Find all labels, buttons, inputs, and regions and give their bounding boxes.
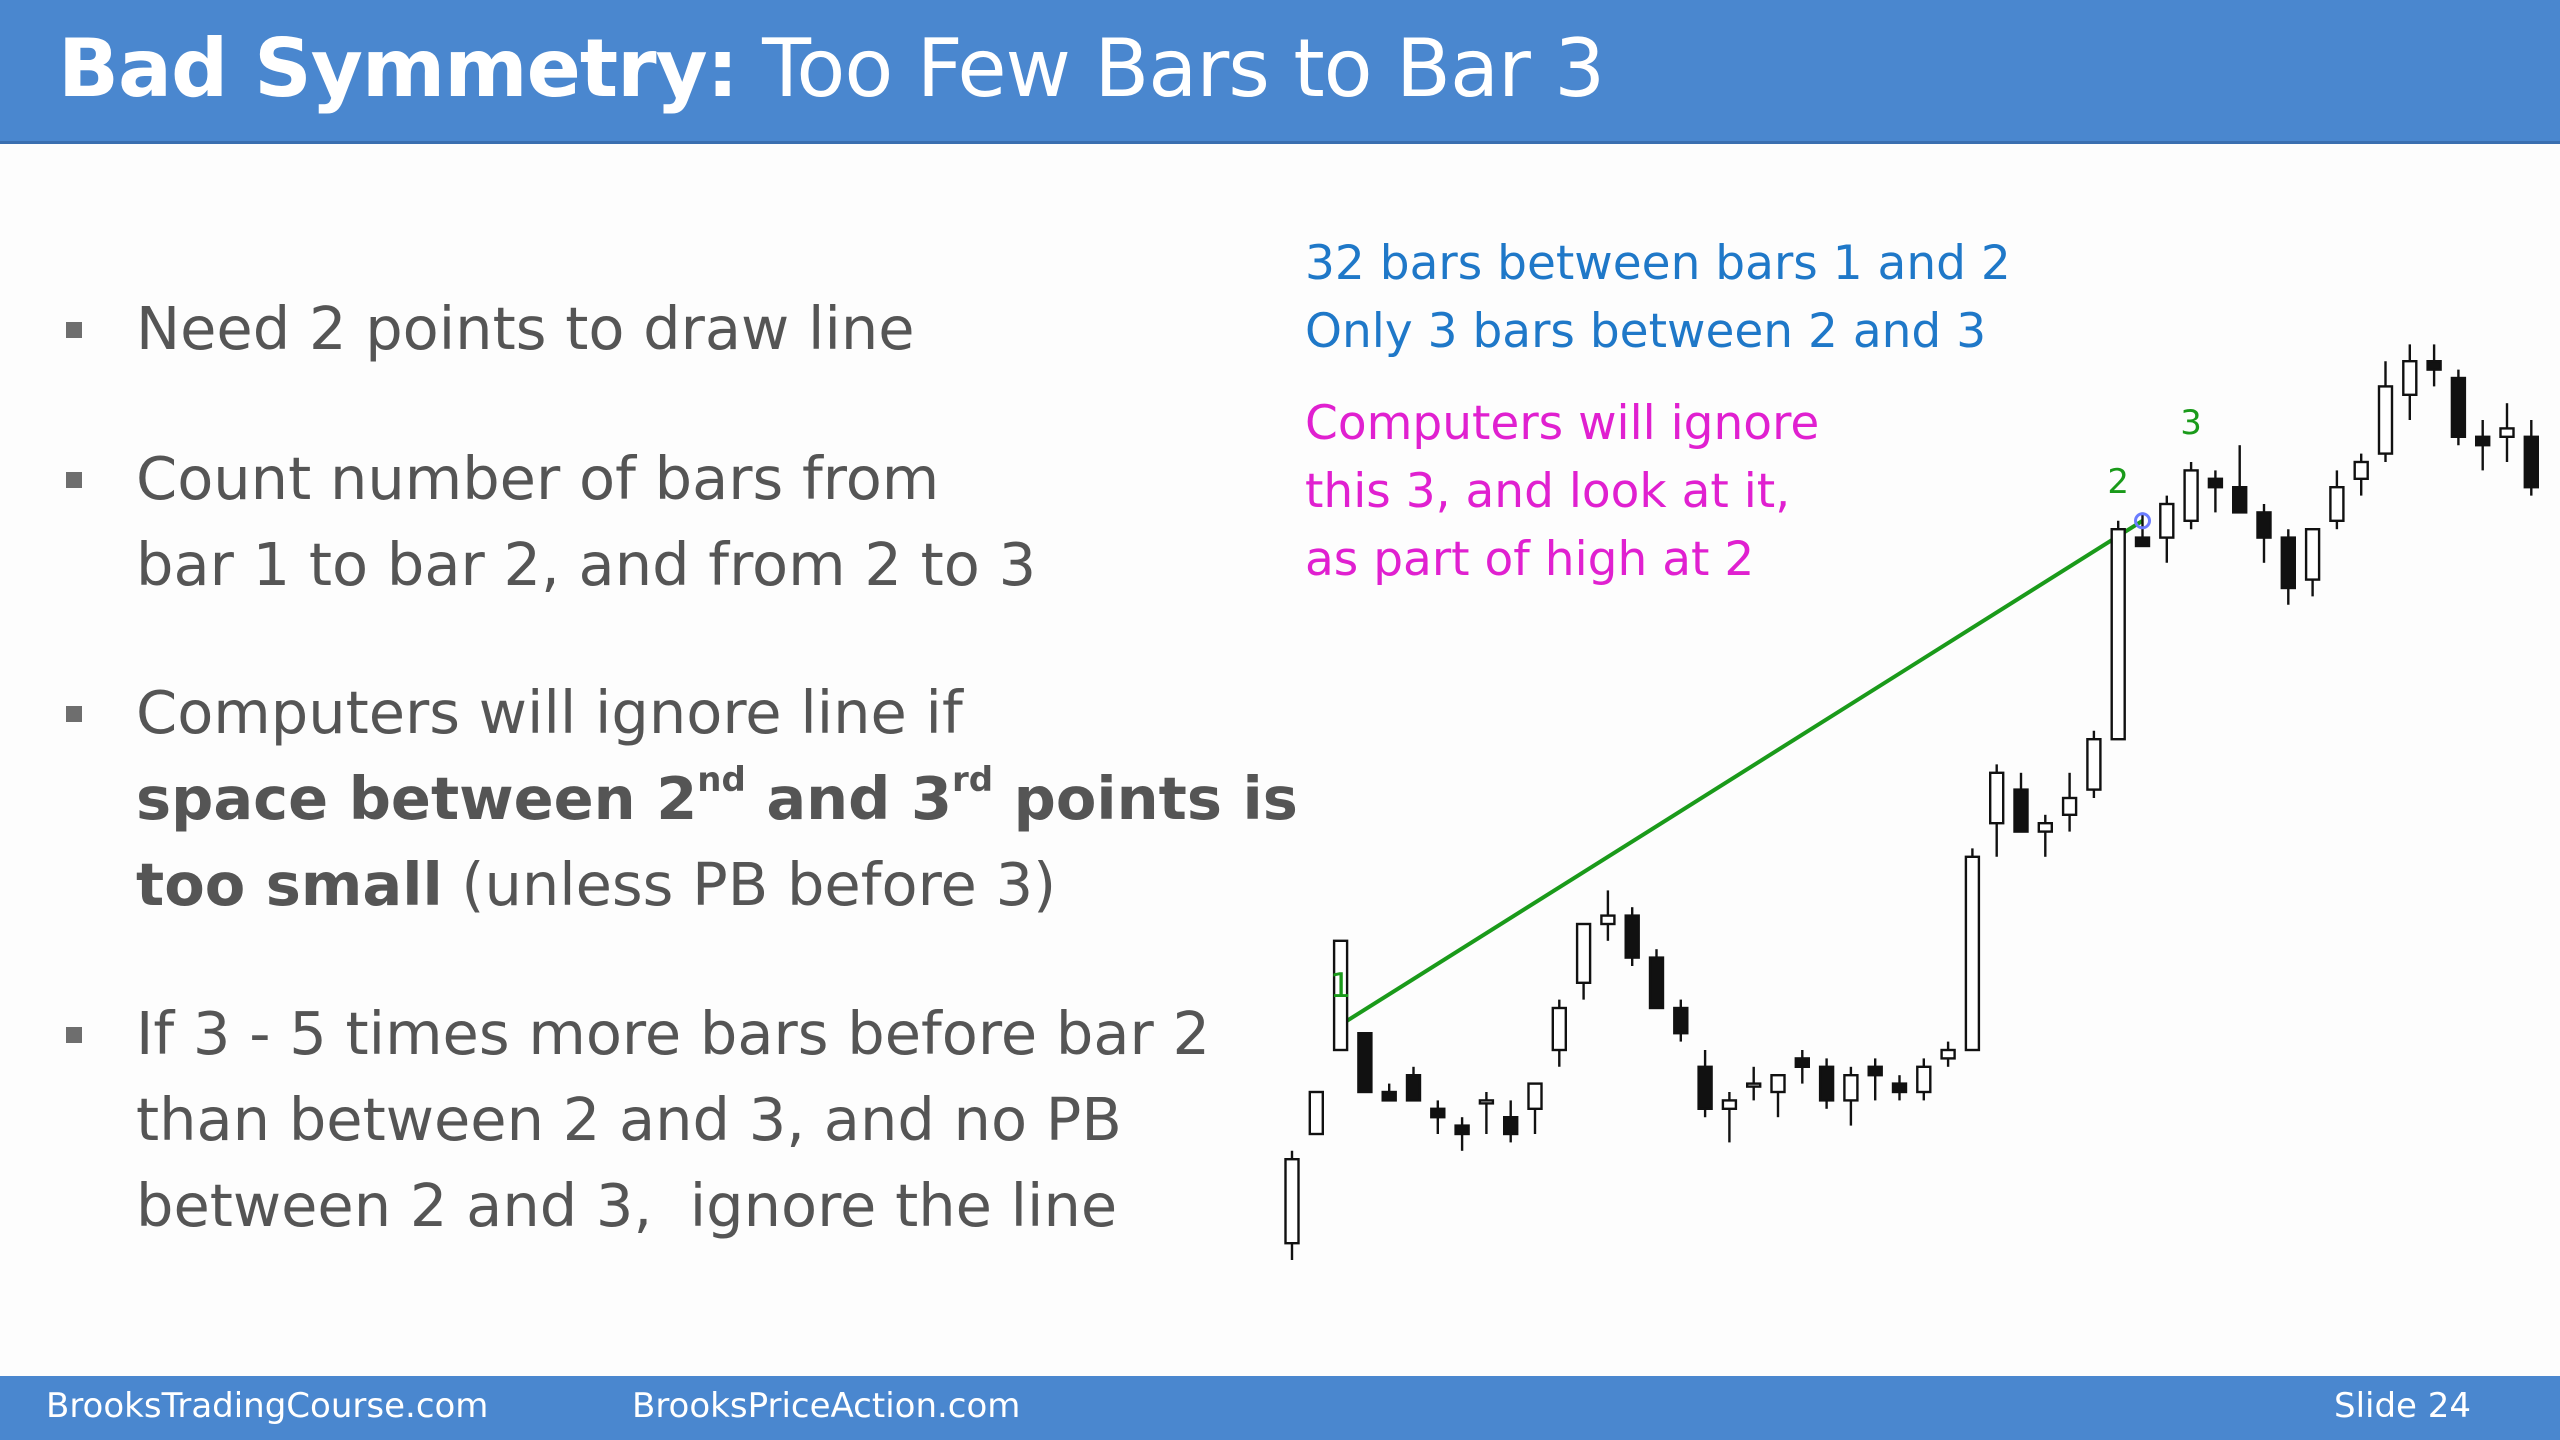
candle-body bbox=[1308, 1090, 1324, 1136]
candle-body bbox=[1405, 1074, 1422, 1102]
candle-body bbox=[1332, 939, 1349, 1052]
candle-body bbox=[2377, 385, 2394, 455]
slide-title-bold: Bad Symmetry: bbox=[58, 22, 739, 115]
candle-body bbox=[2402, 359, 2418, 396]
candle-body bbox=[2086, 738, 2102, 791]
candle-body bbox=[2013, 788, 2029, 833]
trendline bbox=[1339, 519, 2144, 1027]
bullet-line: between 2 and 3, ignore the line bbox=[136, 1171, 1118, 1240]
candle-body bbox=[2353, 460, 2369, 480]
candle-body bbox=[2061, 796, 2078, 816]
bar-count-note-1: 32 bars between bars 1 and 2 bbox=[1305, 236, 2011, 291]
bullet-marker bbox=[66, 1027, 82, 1043]
candle-body bbox=[1770, 1074, 1786, 1094]
bullet-marker bbox=[66, 472, 82, 488]
slide-title: Bad Symmetry: Too Few Bars to Bar 3 bbox=[58, 22, 1605, 115]
candle-body bbox=[1551, 1006, 1567, 1052]
candle-body bbox=[1746, 1082, 1762, 1088]
bar-count-note-2: Only 3 bars between 2 and 3 bbox=[1305, 304, 1987, 359]
bullet-text: Count number of bars from bar 1 to bar 2… bbox=[136, 436, 1236, 608]
bullet-line: Count number of bars from bbox=[136, 444, 940, 513]
candle-body bbox=[2256, 511, 2272, 539]
bullet-bold: points is bbox=[993, 764, 1298, 833]
title-bar: Bad Symmetry: Too Few Bars to Bar 3 bbox=[0, 0, 2560, 144]
candle-body bbox=[1478, 1099, 1495, 1105]
slide-title-rest: Too Few Bars to Bar 3 bbox=[762, 22, 1605, 115]
computer-note-1: Computers will ignore bbox=[1305, 396, 1820, 451]
candle-body bbox=[1891, 1082, 1908, 1094]
candle-body bbox=[1794, 1057, 1810, 1069]
candle-body bbox=[1940, 1048, 1956, 1060]
candle-body bbox=[2280, 536, 2296, 590]
bullet-bold: and 3 bbox=[745, 764, 953, 833]
candle-body bbox=[2304, 528, 2321, 581]
candle-body bbox=[2450, 376, 2467, 438]
candle-body bbox=[2134, 536, 2151, 548]
candle-body bbox=[2207, 477, 2224, 489]
candle-body bbox=[1721, 1099, 1738, 1111]
computer-note-3: as part of high at 2 bbox=[1305, 532, 1755, 587]
candle-body bbox=[2110, 528, 2126, 741]
bullet-bold: space between 2 bbox=[136, 764, 698, 833]
candle-body bbox=[1843, 1074, 1859, 1102]
computer-note-2: this 3, and look at it, bbox=[1305, 464, 1791, 519]
candle-body bbox=[1989, 771, 2005, 825]
candle-body bbox=[2232, 486, 2248, 514]
footer-bar: BrooksTradingCourse.com BrooksPriceActio… bbox=[0, 1376, 2560, 1440]
bullet-text: Need 2 points to draw line bbox=[136, 286, 1236, 372]
candle-body bbox=[1575, 922, 1592, 984]
candle-body bbox=[1818, 1065, 1835, 1102]
footer-site-1[interactable]: BrooksTradingCourse.com bbox=[46, 1386, 489, 1426]
candle-body bbox=[1673, 1006, 1689, 1035]
bullet-marker bbox=[66, 706, 82, 722]
candle-body bbox=[1284, 1158, 1300, 1245]
candle-body bbox=[1381, 1090, 1397, 1102]
candle-body bbox=[1624, 914, 1640, 959]
candle-body bbox=[1527, 1082, 1543, 1110]
candle-body bbox=[1502, 1116, 1519, 1136]
slide-number: Slide 24 bbox=[2334, 1386, 2472, 1426]
candle-body bbox=[1697, 1065, 1713, 1110]
candle-body bbox=[1600, 914, 1616, 926]
footer-site-2[interactable]: BrooksPriceAction.com bbox=[632, 1386, 1021, 1426]
bullet-line: than between 2 and 3, and no PB bbox=[136, 1085, 1122, 1154]
bullet-line: Need 2 points to draw line bbox=[136, 294, 915, 363]
candle-body bbox=[2037, 822, 2053, 833]
bullet-line: If 3 - 5 times more bars before bar 2 bbox=[136, 999, 1211, 1068]
candle-body bbox=[2426, 359, 2442, 371]
candle-body bbox=[2523, 435, 2540, 489]
candle-body bbox=[2183, 469, 2199, 522]
bullet-normal: (unless PB before 3) bbox=[442, 850, 1057, 919]
candle-body bbox=[1357, 1032, 1373, 1094]
candle-body bbox=[1648, 956, 1665, 1010]
candle-body bbox=[2159, 502, 2175, 539]
bullet-line: Computers will ignore line if bbox=[136, 678, 963, 747]
bullet-bold: too small bbox=[136, 850, 443, 919]
bullet-marker bbox=[66, 322, 82, 338]
candle-body bbox=[2474, 435, 2491, 447]
bar-label: 1 bbox=[1330, 966, 1352, 1006]
candle-body bbox=[1454, 1124, 1470, 1136]
candle-body bbox=[1964, 855, 1981, 1052]
candle-body bbox=[1430, 1107, 1446, 1119]
candle-body bbox=[2499, 427, 2515, 438]
bullet-text: Computers will ignore line if space betw… bbox=[136, 670, 1298, 928]
candle-body bbox=[2329, 486, 2345, 523]
bullet-line: bar 1 to bar 2, and from 2 to 3 bbox=[136, 530, 1037, 599]
bar-label: 3 bbox=[2180, 403, 2202, 443]
superscript: nd bbox=[697, 760, 746, 800]
superscript: rd bbox=[952, 760, 994, 800]
bullet-line: too small (unless PB before 3) bbox=[136, 842, 1236, 928]
candle-body bbox=[1867, 1065, 1883, 1077]
bar-label: 2 bbox=[2107, 462, 2129, 502]
bullet-text: If 3 - 5 times more bars before bar 2 th… bbox=[136, 991, 1236, 1249]
bullet-line: space between 2nd and 3rd points is bbox=[136, 756, 1298, 842]
candle-body bbox=[1916, 1065, 1932, 1094]
candlestick-chart: 1 2 3 bbox=[1284, 344, 2540, 1260]
trendline-touch-marker bbox=[2134, 512, 2151, 530]
